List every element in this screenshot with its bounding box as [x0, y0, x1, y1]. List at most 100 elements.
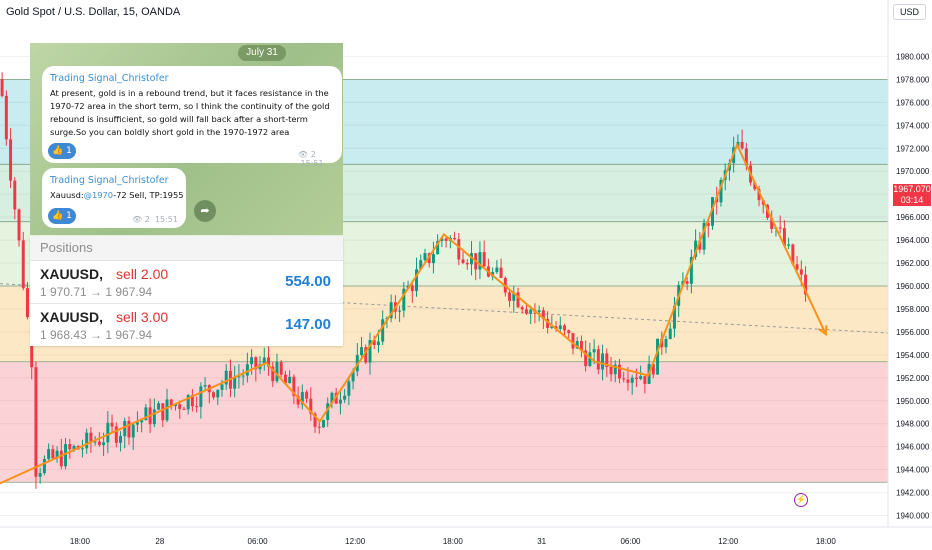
candle	[685, 281, 689, 284]
candle	[563, 325, 566, 331]
candle	[364, 347, 368, 363]
candle	[250, 357, 254, 365]
position-prices: 1 968.43 → 1 967.94	[40, 328, 153, 342]
candle	[279, 362, 283, 375]
chat-date: July 31	[238, 45, 286, 61]
reaction-badge[interactable]: 👍 1	[48, 208, 76, 224]
price-zone	[0, 361, 888, 483]
positions-panel: Positions XAUUSD, sell 2.00 1 970.71 → 1…	[30, 236, 343, 346]
candle	[0, 79, 4, 96]
message-author[interactable]: Trading Signal_Christofer	[50, 175, 169, 186]
candle	[643, 376, 647, 384]
candle	[305, 392, 309, 399]
candle	[423, 253, 427, 261]
y-tick-label: 1948.000	[896, 420, 930, 429]
candle	[296, 395, 300, 405]
candle	[398, 310, 402, 312]
candle	[410, 285, 414, 292]
candle	[571, 333, 575, 349]
message-author[interactable]: Trading Signal_Christofer	[50, 73, 169, 84]
candle	[546, 319, 550, 328]
candle	[224, 370, 228, 385]
positions-header: Positions	[30, 236, 343, 260]
reaction-badge[interactable]: 👍 1	[48, 143, 76, 159]
candle	[343, 395, 347, 400]
currency-button[interactable]: USD	[893, 4, 926, 20]
position-row[interactable]: XAUUSD, sell 2.00 1 970.71 → 1 967.94 55…	[30, 260, 343, 303]
chart-title: Gold Spot / U.S. Dollar, 15, OANDA	[6, 6, 181, 18]
x-tick-label: 18:00	[816, 537, 837, 546]
candle	[203, 385, 207, 387]
candle	[271, 366, 275, 382]
candle	[558, 325, 562, 329]
x-tick-label: 28	[155, 537, 164, 546]
candle	[85, 432, 89, 449]
candle	[622, 378, 626, 380]
x-tick-label: 31	[537, 537, 546, 546]
lightning-logo-icon[interactable]: ⚡	[794, 493, 808, 507]
y-tick-label: 1978.000	[896, 75, 930, 84]
candle	[757, 189, 761, 201]
candle	[389, 302, 393, 319]
candle	[64, 444, 68, 467]
text-prefix: Xauusd:	[50, 190, 84, 200]
candle	[516, 292, 520, 308]
candle	[338, 399, 342, 404]
y-tick-label: 1944.000	[896, 466, 930, 475]
x-tick-label: 18:00	[443, 537, 464, 546]
y-tick-label: 1958.000	[896, 305, 930, 314]
candle	[212, 392, 216, 398]
candle	[791, 244, 795, 265]
y-tick-label: 1976.000	[896, 98, 930, 107]
candle	[313, 413, 317, 427]
candle	[309, 398, 313, 414]
candle	[753, 182, 757, 190]
y-tick-label: 1952.000	[896, 374, 930, 383]
position-row[interactable]: XAUUSD, sell 3.00 1 968.43 → 1 967.94 14…	[30, 303, 343, 346]
candle	[719, 179, 723, 203]
eye-icon: 👁	[298, 150, 309, 159]
y-tick-label: 1942.000	[896, 489, 930, 498]
candle	[178, 404, 182, 409]
candle	[241, 375, 245, 377]
position-prices: 1 970.71 → 1 967.94	[40, 285, 153, 299]
candle	[520, 307, 524, 310]
candle	[127, 420, 131, 438]
message-meta: 👁 2 15:51	[298, 150, 342, 168]
candle	[664, 338, 668, 348]
mention-link[interactable]: @1970	[83, 190, 114, 200]
candle	[656, 338, 660, 375]
candle	[68, 444, 72, 450]
candle	[453, 237, 457, 240]
candle	[165, 399, 169, 421]
candle	[237, 376, 241, 378]
candle	[322, 419, 325, 428]
message-time: 15:51	[154, 215, 178, 224]
view-count: 2	[144, 215, 150, 224]
candle	[402, 288, 406, 311]
candle	[157, 403, 161, 410]
forward-icon[interactable]: ➦	[194, 200, 216, 222]
candle	[72, 446, 76, 450]
candle	[93, 441, 97, 443]
candle	[702, 222, 706, 250]
candle	[97, 441, 101, 446]
message-meta: 👁 2 15:51	[132, 215, 178, 224]
candle	[639, 376, 643, 380]
candle	[140, 420, 144, 423]
position-side: sell 2.00	[116, 266, 169, 282]
candle	[190, 395, 194, 407]
candle	[59, 450, 63, 467]
eye-icon: 👁	[132, 215, 143, 224]
candle	[42, 458, 46, 474]
candle	[419, 260, 423, 270]
candle	[21, 240, 25, 289]
candle	[220, 384, 224, 390]
candle	[233, 377, 237, 389]
candle	[131, 424, 135, 438]
candle	[106, 422, 110, 443]
candle	[330, 392, 334, 404]
text-suffix: -72 Sell, TP:1955	[113, 190, 184, 200]
candle	[254, 357, 258, 370]
